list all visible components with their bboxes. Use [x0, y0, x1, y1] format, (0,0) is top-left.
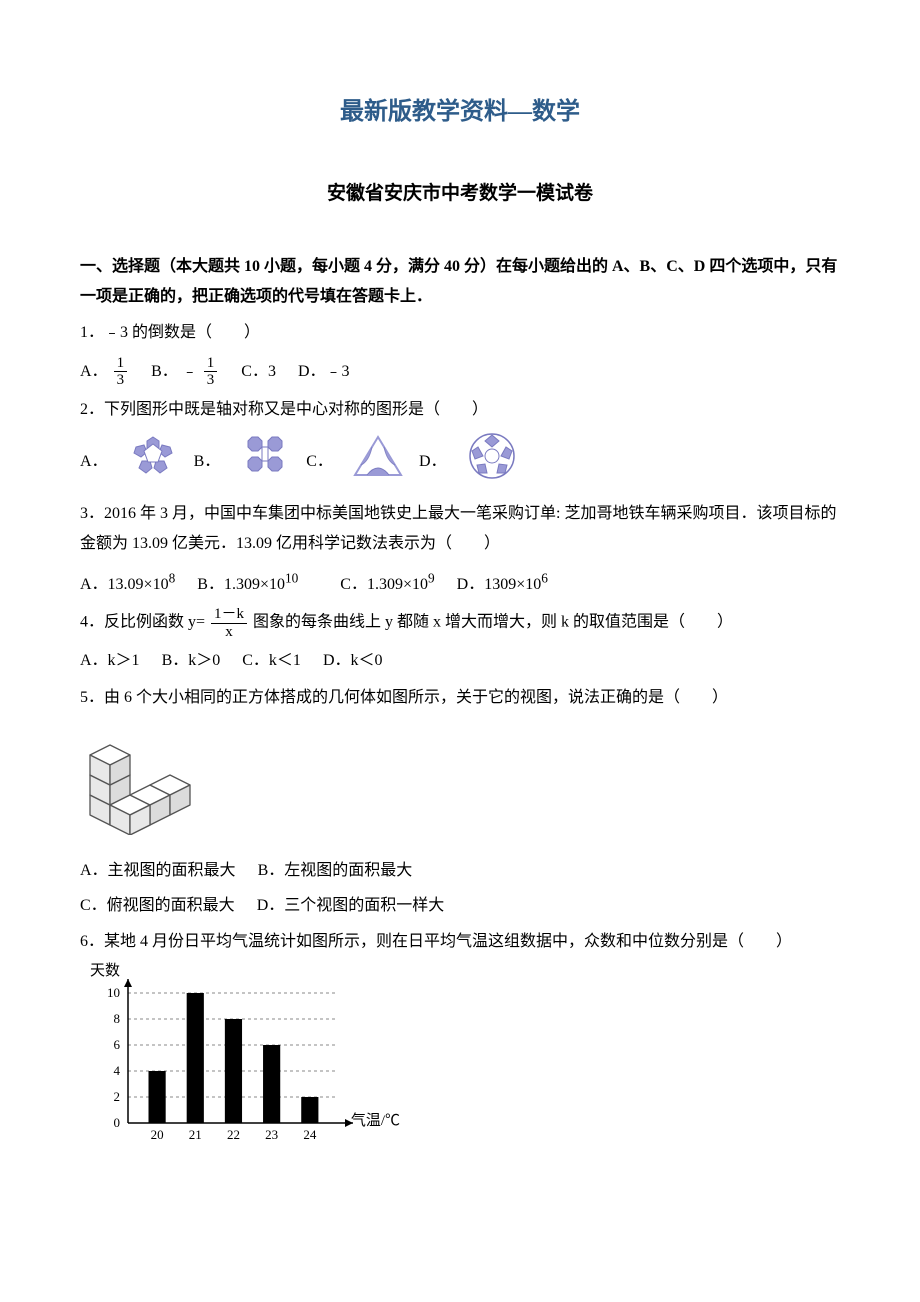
frac-den: 3 [204, 372, 218, 389]
q1-optA-label: A． [80, 363, 108, 380]
q2-stem: 2．下列图形中既是轴对称又是中心对称的图形是（ ） [80, 395, 840, 425]
q5-options-row2: C．俯视图的面积最大 D．三个视图的面积一样大 [80, 891, 840, 921]
q5-options-row1: A．主视图的面积最大 B．左视图的面积最大 [80, 856, 840, 886]
q6-chart: 天数 02468102021222324 气温/℃ [80, 963, 370, 1153]
svg-text:22: 22 [227, 1127, 240, 1142]
q3-optD: D．1309×106 [457, 576, 548, 593]
q4-optC: C．k＜1 [242, 652, 301, 669]
frac-den: 3 [114, 372, 128, 389]
exponent: 8 [169, 570, 176, 585]
q4-stem-post: 图象的每条曲线上 y 都随 x 增大而增大，则 k 的取值范围是（ ） [253, 614, 733, 631]
exponent: 9 [428, 570, 435, 585]
q2-optC-label: C． [306, 447, 333, 477]
opt-text: B．1.309×10 [197, 576, 285, 593]
q5-figure-icon [80, 719, 840, 852]
q4-optB: B．k＞0 [162, 652, 221, 669]
exponent: 10 [285, 570, 298, 585]
opt-text: A．13.09×10 [80, 576, 169, 593]
main-title: 最新版教学资料—数学 [80, 90, 840, 136]
q1-optA: A． 1 3 [80, 363, 133, 380]
frac-num: 1 [204, 355, 218, 373]
svg-text:6: 6 [114, 1037, 121, 1052]
q2-optD-label: D． [419, 447, 447, 477]
q2-optA-shape-icon [122, 431, 184, 492]
svg-text:0: 0 [114, 1115, 121, 1130]
svg-text:4: 4 [114, 1063, 121, 1078]
q2-optA-label: A． [80, 447, 108, 477]
y-axis-label: 天数 [90, 957, 120, 986]
q3-optC: C．1.309×109 [340, 576, 434, 593]
frac-den: x [211, 624, 247, 641]
q5-optD: D．三个视图的面积一样大 [257, 897, 445, 914]
section-1-header: 一、选择题（本大题共 10 小题，每小题 4 分，满分 40 分）在每小题给出的… [80, 252, 840, 313]
q3-options: A．13.09×108 B．1.309×1010 C．1.309×109 D．1… [80, 565, 840, 600]
svg-text:20: 20 [151, 1127, 164, 1142]
q3-optA: A．13.09×108 [80, 576, 175, 593]
x-axis-label: 气温/℃ [351, 1107, 400, 1136]
fraction-icon: 1 3 [204, 355, 218, 389]
svg-text:21: 21 [189, 1127, 202, 1142]
q1-optB: B． ﹣ 1 3 [151, 363, 223, 380]
q2-optB-label: B． [194, 447, 221, 477]
svg-text:10: 10 [107, 985, 120, 1000]
q6-stem: 6．某地 4 月份日平均气温统计如图所示，则在日平均气温这组数据中，众数和中位数… [80, 927, 840, 957]
sub-title: 安徽省安庆市中考数学一模试卷 [80, 176, 840, 212]
svg-text:24: 24 [303, 1127, 317, 1142]
q5-stem: 5．由 6 个大小相同的正方体搭成的几何体如图所示，关于它的视图，说法正确的是（… [80, 683, 840, 713]
q2-optD-shape-icon [461, 431, 523, 492]
svg-text:2: 2 [114, 1089, 121, 1104]
svg-text:8: 8 [114, 1011, 121, 1026]
q3-stem: 3．2016 年 3 月，中国中车集团中标美国地铁史上最大一笔采购订单: 芝加哥… [80, 499, 840, 560]
q4-options: A．k＞1 B．k＞0 C．k＜1 D．k＜0 [80, 646, 840, 676]
opt-text: D．1309×10 [457, 576, 542, 593]
q4-stem-pre: 4．反比例函数 y= [80, 614, 205, 631]
frac-num: 1－k [211, 606, 247, 624]
q5-optA: A．主视图的面积最大 [80, 862, 236, 879]
q1-optC: C．3 [241, 363, 276, 380]
q1-stem: 1．﹣3 的倒数是（ ） [80, 318, 840, 348]
q1-optD: D．﹣3 [298, 363, 350, 380]
frac-num: 1 [114, 355, 128, 373]
q3-optB: B．1.309×1010 [197, 576, 298, 593]
q5-optB: B．左视图的面积最大 [258, 862, 413, 879]
q4-optA: A．k＞1 [80, 652, 140, 669]
opt-text: C．1.309×10 [340, 576, 428, 593]
q2-optB-shape-icon [234, 431, 296, 492]
neg-sign: ﹣ [182, 363, 198, 380]
svg-text:23: 23 [265, 1127, 278, 1142]
q4-optD: D．k＜0 [323, 652, 383, 669]
fraction-icon: 1 3 [114, 355, 128, 389]
q2-optC-shape-icon [347, 431, 409, 492]
q4-stem: 4．反比例函数 y= 1－k x 图象的每条曲线上 y 都随 x 增大而增大，则… [80, 606, 840, 640]
fraction-icon: 1－k x [211, 606, 247, 640]
exponent: 6 [541, 570, 548, 585]
q5-optC: C．俯视图的面积最大 [80, 897, 235, 914]
q2-options: A． B． C． [80, 431, 523, 492]
q1-options: A． 1 3 B． ﹣ 1 3 C．3 D．﹣3 [80, 355, 840, 389]
q1-optB-label: B． [151, 363, 178, 380]
